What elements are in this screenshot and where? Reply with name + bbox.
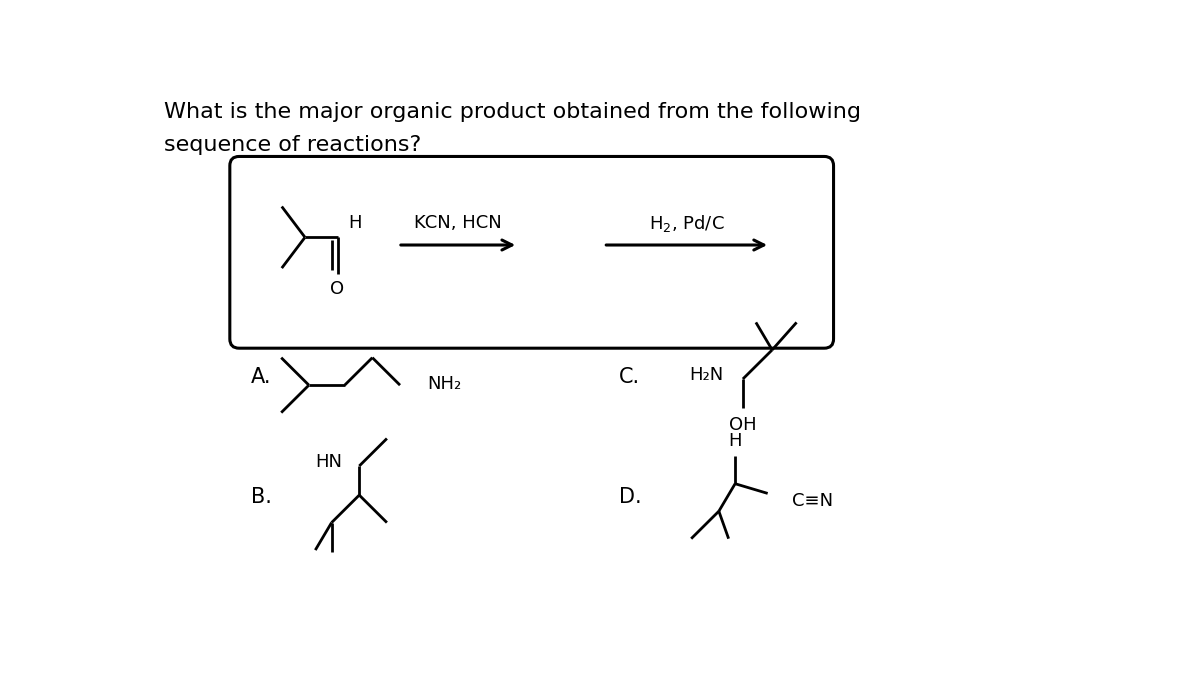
Text: $\mathregular{H_2}$, Pd/C: $\mathregular{H_2}$, Pd/C [649,213,725,234]
Text: O: O [330,280,344,298]
Text: C≡N: C≡N [792,492,834,510]
Text: KCN, HCN: KCN, HCN [414,215,502,232]
Text: What is the major organic product obtained from the following: What is the major organic product obtain… [164,102,860,122]
Text: H: H [348,215,361,232]
Text: NH₂: NH₂ [427,375,461,393]
Text: OH: OH [730,416,757,434]
Text: D.: D. [619,487,642,507]
Text: B.: B. [251,487,271,507]
Text: A.: A. [251,367,271,387]
Text: H₂N: H₂N [689,366,724,384]
Text: sequence of reactions?: sequence of reactions? [164,135,421,155]
Text: H: H [728,432,742,450]
Text: HN: HN [316,453,342,471]
Text: C.: C. [619,367,640,387]
